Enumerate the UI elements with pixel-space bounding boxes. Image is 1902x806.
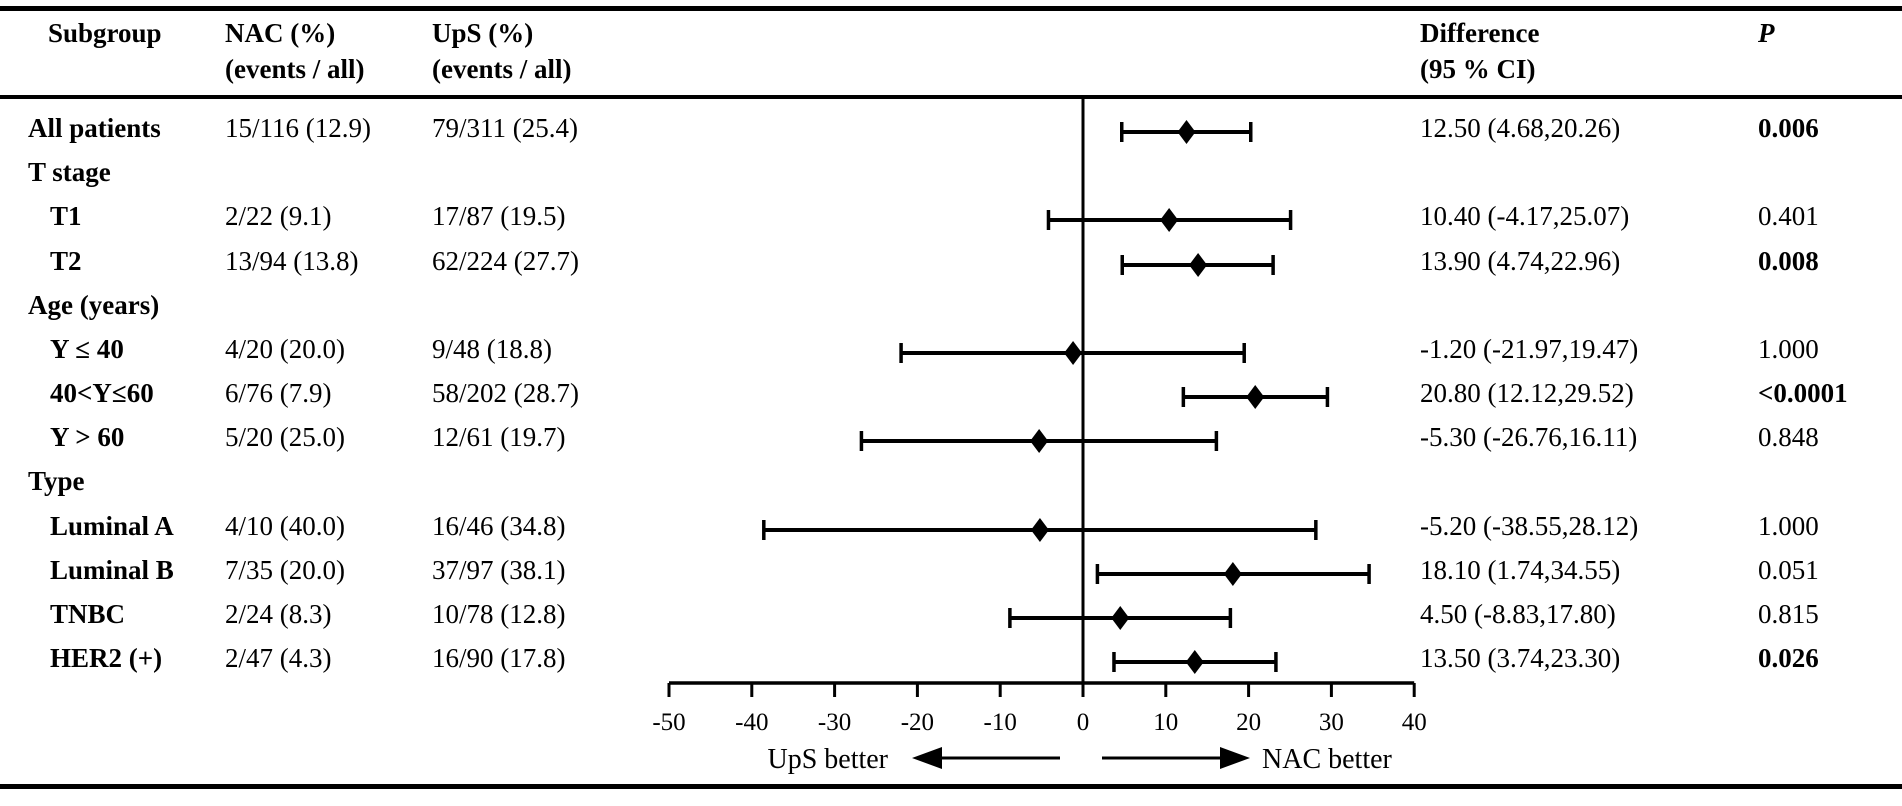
- difference-value: 12.50 (4.68,20.26): [1420, 113, 1621, 143]
- nac-value: 2/47 (4.3): [225, 643, 332, 673]
- difference-value: -5.30 (-26.76,16.11): [1420, 422, 1638, 452]
- x-axis-tick-label: -30: [818, 709, 851, 736]
- ups-value: 62/224 (27.7): [432, 246, 579, 276]
- subgroup-label: T1: [50, 201, 82, 231]
- bottom-rule: [0, 784, 1902, 789]
- difference-value: 20.80 (12.12,29.52): [1420, 378, 1634, 408]
- header-p-value: P: [1758, 18, 1775, 48]
- point-estimate-diamond: [1160, 208, 1179, 232]
- x-axis-tick-label: -40: [735, 709, 768, 736]
- header-rule: [0, 95, 1902, 99]
- subgroup-label: T2: [50, 246, 82, 276]
- difference-value: 10.40 (-4.17,25.07): [1420, 201, 1630, 231]
- nac-value: 7/35 (20.0): [225, 555, 345, 585]
- subgroup-label: 40<Y≤60: [50, 378, 154, 408]
- nac-value: 2/22 (9.1): [225, 201, 332, 231]
- x-axis-tick-label: 20: [1236, 709, 1261, 736]
- subgroup-label: Y ≤ 40: [50, 334, 124, 364]
- x-axis-tick-label: -10: [984, 709, 1017, 736]
- ups-value: 16/90 (17.8): [432, 643, 566, 673]
- ups-value: 79/311 (25.4): [432, 113, 578, 143]
- difference-value: -5.20 (-38.55,28.12): [1420, 511, 1639, 541]
- p-value: 0.026: [1758, 643, 1819, 673]
- ups-value: 37/97 (38.1): [432, 555, 566, 585]
- subgroup-label: Type: [28, 466, 85, 496]
- right-arrow-head: [1220, 747, 1250, 769]
- nac-value: 6/76 (7.9): [225, 378, 332, 408]
- difference-value: 13.90 (4.74,22.96): [1420, 246, 1621, 276]
- x-axis-tick-label: -20: [901, 709, 934, 736]
- ups-value: 16/46 (34.8): [432, 511, 566, 541]
- left-arrow-head: [912, 747, 942, 769]
- ups-value: 17/87 (19.5): [432, 201, 566, 231]
- p-value: 1.000: [1758, 334, 1819, 364]
- subgroup-label: HER2 (+): [50, 643, 163, 673]
- difference-value: 18.10 (1.74,34.55): [1420, 555, 1621, 585]
- nac-value: 15/116 (12.9): [225, 113, 371, 143]
- nac-value: 13/94 (13.8): [225, 246, 359, 276]
- ups-value: 12/61 (19.7): [432, 422, 566, 452]
- point-estimate-diamond: [1030, 429, 1049, 453]
- p-value: 0.008: [1758, 246, 1819, 276]
- p-value: 1.000: [1758, 511, 1819, 541]
- top-rule: [0, 6, 1902, 11]
- subgroup-label: All patients: [28, 113, 161, 143]
- p-value: 0.848: [1758, 422, 1819, 452]
- subgroup-label: Y > 60: [50, 422, 125, 452]
- ups-value: 10/78 (12.8): [432, 599, 566, 629]
- point-estimate-diamond: [1246, 385, 1265, 409]
- left-direction-label: UpS better: [767, 744, 888, 775]
- x-axis-tick-label: 10: [1153, 709, 1178, 736]
- difference-value: 4.50 (-8.83,17.80): [1420, 599, 1616, 629]
- ups-value: 9/48 (18.8): [432, 334, 552, 364]
- header-nac-sub: (events / all): [225, 54, 365, 84]
- subgroup-label: T stage: [28, 157, 111, 187]
- point-estimate-diamond: [1185, 650, 1204, 674]
- header-subgroup: Subgroup: [48, 18, 162, 48]
- p-value: 0.815: [1758, 599, 1819, 629]
- x-axis-tick-label: 40: [1402, 709, 1427, 736]
- header-ups-sub: (events / all): [432, 54, 572, 84]
- nac-value: 4/20 (20.0): [225, 334, 345, 364]
- x-axis-tick-label: -50: [652, 709, 685, 736]
- point-estimate-diamond: [1177, 120, 1196, 144]
- point-estimate-diamond: [1111, 606, 1130, 630]
- point-estimate-diamond: [1223, 562, 1242, 586]
- nac-value: 2/24 (8.3): [225, 599, 332, 629]
- x-axis-tick-label: 0: [1077, 709, 1090, 736]
- point-estimate-diamond: [1064, 341, 1083, 365]
- ups-value: 58/202 (28.7): [432, 378, 579, 408]
- x-axis-tick-label: 30: [1319, 709, 1344, 736]
- subgroup-label: Luminal A: [50, 511, 174, 541]
- header-ci: (95 % CI): [1420, 54, 1536, 84]
- p-value: 0.051: [1758, 555, 1819, 585]
- subgroup-label: Luminal B: [50, 555, 174, 585]
- right-direction-label: NAC better: [1262, 744, 1392, 775]
- header-difference: Difference: [1420, 18, 1540, 48]
- point-estimate-diamond: [1030, 518, 1049, 542]
- p-value: 0.006: [1758, 113, 1819, 143]
- point-estimate-diamond: [1189, 253, 1208, 277]
- header-nac: NAC (%): [225, 18, 336, 48]
- difference-value: -1.20 (-21.97,19.47): [1420, 334, 1639, 364]
- nac-value: 4/10 (40.0): [225, 511, 345, 541]
- nac-value: 5/20 (25.0): [225, 422, 345, 452]
- subgroup-label: Age (years): [28, 290, 160, 320]
- difference-value: 13.50 (3.74,23.30): [1420, 643, 1621, 673]
- subgroup-label: TNBC: [50, 599, 126, 629]
- header-ups: UpS (%): [432, 18, 534, 48]
- p-value: 0.401: [1758, 201, 1819, 231]
- p-value: <0.0001: [1758, 378, 1848, 408]
